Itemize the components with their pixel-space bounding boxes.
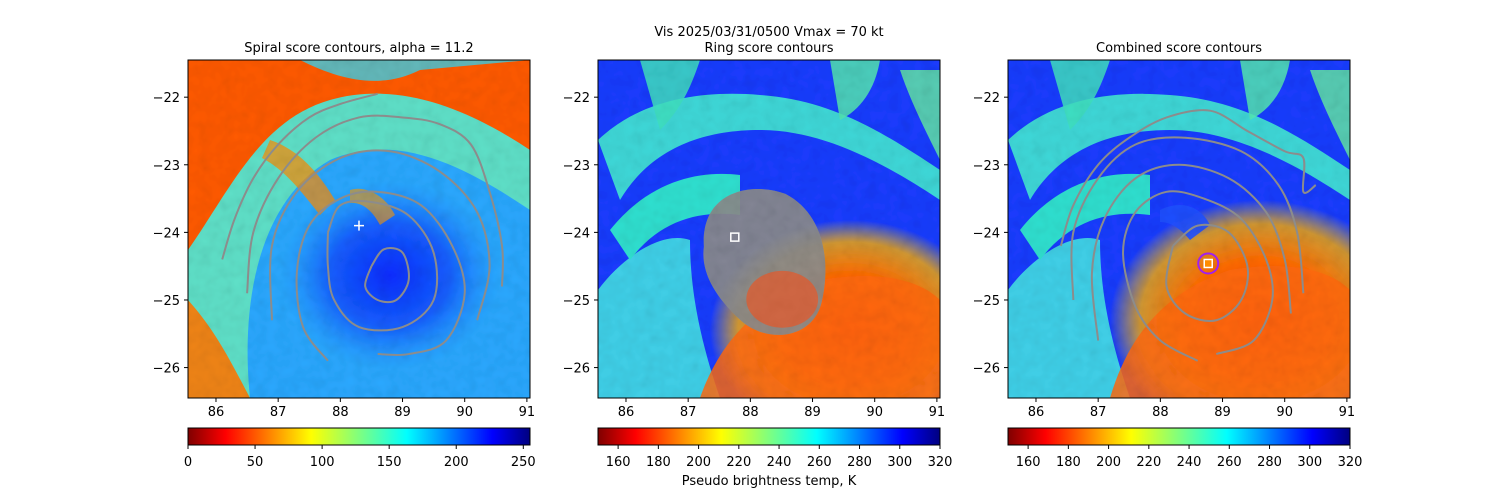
colorbar-tick-label: 200 [444,455,469,470]
y-tick-label: −25 [563,294,590,309]
contour-line [295,190,466,362]
x-tick-label: 87 [680,405,697,420]
colorbar-tick-label: 220 [726,455,751,470]
y-tick-label: −23 [153,159,180,174]
colorbar-tick-label: 260 [1217,455,1242,470]
colorbar-tick-label: 220 [1136,455,1161,470]
y-tick-label: −25 [153,294,180,309]
panel-title: Spiral score contours, alpha = 11.2 [244,41,473,56]
colorbar-tick-label: 160 [1016,455,1041,470]
colorbar-tick-label: 300 [1297,455,1322,470]
colorbar: 160 180 200 220 240 260 280 300 320 [597,427,953,470]
center-square-marker [730,232,740,242]
colorbar-tick-label: 200 [1096,455,1121,470]
colorbar-tick-label: 320 [1338,455,1363,470]
axes-frame [597,59,941,399]
colorbar: 160 180 200 220 240 260 280 300 320 [1007,427,1363,470]
contour-line [1122,190,1274,362]
y-tick-label: −26 [563,362,590,377]
contour-line [246,114,504,294]
colorbar-tick-label: 250 [511,455,536,470]
y-tick-label: −24 [153,226,180,241]
y-tick-label: −23 [973,159,1000,174]
suptitle: Vis 2025/03/31/0500 Vmax = 70 kt [654,25,883,40]
y-tick-label: −23 [563,159,590,174]
contour-line [1059,109,1317,247]
x-tick-label: 90 [866,405,883,420]
contour-line [221,92,378,260]
colorbar-tick-label: 180 [646,455,671,470]
y-tick-label: −25 [973,294,1000,309]
center-circle-marker [1197,252,1220,275]
panel-spiral: Spiral score contours, alpha = 11.2 86 87… [153,41,536,470]
colorbar-tick-label: 150 [377,455,402,470]
y-tick-label: −24 [973,226,1000,241]
x-tick-label: 86 [618,405,635,420]
contour-line [1070,136,1305,300]
y-tick-label: −24 [563,226,590,241]
axes-frame [1007,59,1351,399]
panel-title: Combined score contours [1096,41,1262,56]
colorbar-tick-label: 180 [1056,455,1081,470]
y-tick-label: −22 [973,91,1000,106]
colorbar-tick-label: 260 [807,455,832,470]
x-tick-label: 86 [1028,405,1045,420]
x-tick-label: 90 [1276,405,1293,420]
panel-ring: Ring score contours 86 87 88 89 90 91 −22 −23 −2… [563,41,953,489]
ring-contour-gap [746,270,819,328]
colorbar-tick-label: 160 [606,455,631,470]
colorbar-tick-label: 280 [847,455,872,470]
contour-line [364,247,410,304]
x-tick-label: 88 [1152,405,1169,420]
x-tick-label: 91 [929,405,946,420]
colorbar-tick-label: 240 [767,455,792,470]
heatmap-image [188,60,530,398]
colorbar-tick-label: 100 [310,455,335,470]
colorbar: 0 50 100 150 200 250 [184,427,536,470]
y-tick-label: −22 [153,91,180,106]
panel-title: Ring score contours [704,41,833,56]
heatmap-image [598,60,940,398]
x-tick-label: 89 [394,405,411,420]
x-tick-label: 88 [742,405,759,420]
x-tick-label: 90 [456,405,473,420]
colorbar-tick-label: 320 [928,455,953,470]
y-tick-label: −22 [563,91,590,106]
y-tick-label: −26 [153,362,180,377]
x-tick-label: 89 [804,405,821,420]
panel-combined: Combined score contours 86 87 88 89 90 91 −22 −… [973,41,1363,470]
x-tick-label: 87 [1090,405,1107,420]
contour-line [269,149,491,321]
contour-line [1165,223,1250,322]
colorbar-tick-label: 280 [1257,455,1282,470]
center-cross-marker [354,220,364,231]
contour-line [326,199,439,332]
axes-frame [187,59,531,399]
x-tick-label: 88 [332,405,349,420]
x-tick-label: 91 [519,405,536,420]
colorbar-tick-label: 240 [1177,455,1202,470]
x-tick-label: 91 [1339,405,1356,420]
center-square-marker [1203,258,1213,269]
colorbar-tick-label: 300 [887,455,912,470]
x-tick-label: 86 [208,405,225,420]
x-tick-label: 87 [270,405,287,420]
heatmap-image [1008,60,1350,398]
colorbar-label: Pseudo brightness temp, K [682,474,857,489]
x-tick-label: 89 [1214,405,1231,420]
y-tick-label: −26 [973,362,1000,377]
colorbar-tick-label: 0 [184,455,192,470]
colorbar-tick-label: 50 [247,455,264,470]
colorbar-tick-label: 200 [686,455,711,470]
contour-line [1090,163,1292,341]
